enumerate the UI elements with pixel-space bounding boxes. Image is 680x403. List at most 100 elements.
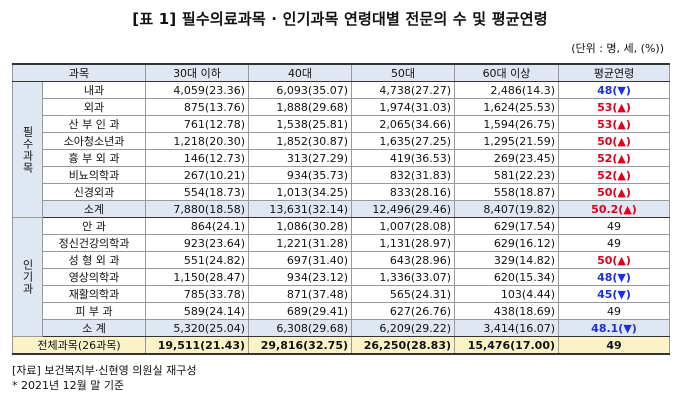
avg-age-cell: 49: [558, 217, 670, 235]
avg-age-cell: 49: [558, 336, 670, 355]
unit-note: (단위 : 명, 세, (%)): [571, 42, 664, 55]
subject-cell: 피 부 과: [42, 302, 146, 320]
avg-age-cell: 48(▼): [558, 81, 670, 99]
count-60s-cell: 438(18.69): [454, 302, 559, 320]
table-row: 정신건강의학과 923(23.64) 1,221(31.28) 1,131(28.97…: [13, 234, 670, 252]
subtotal-row: 소 계 5,320(25.04) 6,308(29.68) 6,209(29.22) 3…: [13, 319, 670, 337]
subject-cell: 흉 부 외 과: [42, 149, 146, 167]
table-row: 외과 875(13.76) 1,888(29.68) 1,974(31.03) 1,62…: [13, 98, 670, 116]
header-row: 과목 30대 이하 40대 50대 60대 이상 평균연령: [12, 63, 670, 82]
count-50s-cell: 1,007(28.08): [351, 217, 455, 235]
group-label: 인기과: [21, 259, 34, 295]
count-50s-cell: 627(26.76): [351, 302, 455, 320]
table-title: [표 1] 필수의료과목 · 인기과목 연령대별 전문의 수 및 평균연령: [132, 10, 548, 28]
count-60s-cell: 581(22.23): [454, 166, 559, 184]
avg-age-cell: 49: [558, 302, 670, 320]
subject-cell: 외과: [42, 98, 146, 116]
total-row: 전체과목(26과목) 19,511(21.43) 29,816(32.75) 26,2…: [12, 336, 670, 355]
count-50s-cell: 6,209(29.22): [351, 319, 455, 337]
header-40s: 40대: [248, 63, 352, 82]
header-subject: 과목: [12, 63, 146, 82]
count-40s-cell: 934(23.12): [248, 268, 352, 286]
count-50s-cell: 643(28.96): [351, 251, 455, 269]
count-50s-cell: 12,496(29.46): [351, 200, 455, 218]
subject-cell: 내과: [42, 81, 146, 99]
count-40s-cell: 6,308(29.68): [248, 319, 352, 337]
count-40s-cell: 313(27.29): [248, 149, 352, 167]
group-label: 필수과목: [21, 125, 34, 174]
count-30s-cell: 864(24.1): [145, 217, 249, 235]
count-50s-cell: 565(24.31): [351, 285, 455, 303]
count-30s-cell: 785(33.78): [145, 285, 249, 303]
count-50s-cell: 1,974(31.03): [351, 98, 455, 116]
count-60s-cell: 629(16.12): [454, 234, 559, 252]
group-label-cell: 필수과목: [12, 81, 43, 218]
table-row: 비뇨의학과 267(10.21) 934(35.73) 832(31.83) 581(2…: [13, 166, 670, 184]
count-50s-cell: 419(36.53): [351, 149, 455, 167]
avg-age-cell: 50(▲): [558, 183, 670, 201]
count-30s-cell: 5,320(25.04): [145, 319, 249, 337]
count-40s-cell: 689(29.41): [248, 302, 352, 320]
table-row: 성 형 외 과 551(24.82) 697(31.40) 643(28.96) 329…: [13, 251, 670, 269]
count-60s-cell: 629(17.54): [454, 217, 559, 235]
avg-age-cell: 53(▲): [558, 115, 670, 133]
count-40s-cell: 1,888(29.68): [248, 98, 352, 116]
count-40s-cell: 1,086(30.28): [248, 217, 352, 235]
table-row: 인기과 안 과 864(24.1) 1,086(30.28) 1,007(28.08) 6…: [12, 217, 670, 337]
count-60s-cell: 3,414(16.07): [454, 319, 559, 337]
table-row: 피 부 과 589(24.14) 689(29.41) 627(26.76) 438(1…: [13, 302, 670, 320]
count-30s-cell: 589(24.14): [145, 302, 249, 320]
count-60s-cell: 620(15.34): [454, 268, 559, 286]
count-30s-cell: 267(10.21): [145, 166, 249, 184]
count-50s-cell: 1,131(28.97): [351, 234, 455, 252]
header-60s: 60대 이상: [454, 63, 559, 82]
count-60s-cell: 8,407(19.82): [454, 200, 559, 218]
subject-cell: 소아청소년과: [42, 132, 146, 150]
avg-age-cell: 50(▲): [558, 132, 670, 150]
count-50s-cell: 833(28.16): [351, 183, 455, 201]
count-50s-cell: 26,250(28.83): [351, 336, 455, 355]
count-40s-cell: 1,221(31.28): [248, 234, 352, 252]
count-60s-cell: 1,295(21.59): [454, 132, 559, 150]
count-60s-cell: 1,624(25.53): [454, 98, 559, 116]
header-30s: 30대 이하: [145, 63, 249, 82]
count-40s-cell: 1,013(34.25): [248, 183, 352, 201]
table-row: 산 부 인 과 761(12.78) 1,538(25.81) 2,065(34.66…: [13, 115, 670, 133]
count-40s-cell: 697(31.40): [248, 251, 352, 269]
avg-age-cell: 48.1(▼): [558, 319, 670, 337]
count-30s-cell: 7,880(18.58): [145, 200, 249, 218]
subject-cell: 비뇨의학과: [42, 166, 146, 184]
group-label-cell: 인기과: [12, 217, 43, 337]
total-label-cell: 전체과목(26과목): [12, 336, 146, 355]
table-row: 영상의학과 1,150(28.47) 934(23.12) 1,336(33.07) 6…: [13, 268, 670, 286]
avg-age-cell: 50.2(▲): [558, 200, 670, 218]
count-30s-cell: 4,059(23.36): [145, 81, 249, 99]
count-40s-cell: 6,093(35.07): [248, 81, 352, 99]
subtotal-row: 소계 7,880(18.58) 13,631(32.14) 12,496(29.46)…: [13, 200, 670, 218]
count-30s-cell: 19,511(21.43): [145, 336, 249, 355]
subject-cell: 산 부 인 과: [42, 115, 146, 133]
subject-cell: 신경외과: [42, 183, 146, 201]
count-50s-cell: 832(31.83): [351, 166, 455, 184]
table-row: 재활의학과 785(33.78) 871(37.48) 565(24.31) 103(4…: [13, 285, 670, 303]
count-30s-cell: 1,150(28.47): [145, 268, 249, 286]
header-avg-age: 평균연령: [558, 63, 670, 82]
count-40s-cell: 13,631(32.14): [248, 200, 352, 218]
source-note: [자료] 보건복지부·신현영 의원실 재구성: [12, 364, 197, 377]
avg-age-cell: 45(▼): [558, 285, 670, 303]
subject-cell: 소 계: [42, 319, 146, 337]
table-row: 신경외과 554(18.73) 1,013(34.25) 833(28.16) 558(…: [13, 183, 670, 201]
subject-cell: 재활의학과: [42, 285, 146, 303]
count-60s-cell: 103(4.44): [454, 285, 559, 303]
count-30s-cell: 761(12.78): [145, 115, 249, 133]
count-30s-cell: 146(12.73): [145, 149, 249, 167]
count-60s-cell: 1,594(26.75): [454, 115, 559, 133]
count-50s-cell: 1,635(27.25): [351, 132, 455, 150]
specialists-table: 과목 30대 이하 40대 50대 60대 이상 평균연령 필수과목 내과 4,05…: [12, 63, 670, 355]
avg-age-cell: 52(▲): [558, 149, 670, 167]
count-50s-cell: 1,336(33.07): [351, 268, 455, 286]
count-30s-cell: 1,218(20.30): [145, 132, 249, 150]
avg-age-cell: 50(▲): [558, 251, 670, 269]
header-50s: 50대: [351, 63, 455, 82]
table-row: 흉 부 외 과 146(12.73) 313(27.29) 419(36.53) 269…: [13, 149, 670, 167]
